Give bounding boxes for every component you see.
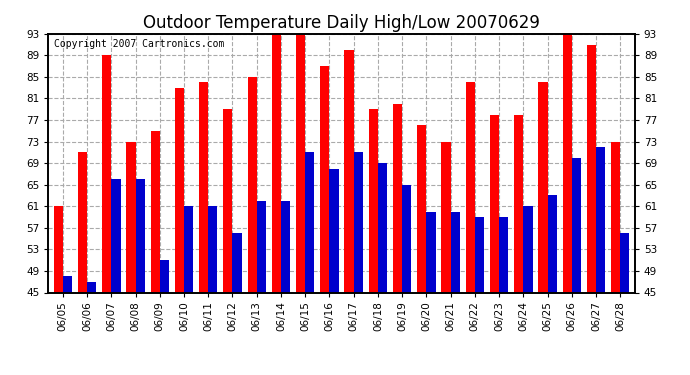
Bar [611, 142, 620, 292]
Bar [281, 201, 290, 292]
Bar [135, 179, 145, 292]
Bar [175, 88, 184, 292]
Bar [78, 152, 87, 292]
Bar [354, 152, 363, 292]
Bar [596, 147, 605, 292]
Bar [466, 82, 475, 292]
Bar [272, 34, 281, 292]
Bar [305, 152, 315, 292]
Bar [126, 142, 135, 292]
Bar [562, 34, 572, 292]
Bar [402, 185, 411, 292]
Bar [368, 109, 378, 292]
Bar [208, 206, 217, 292]
Bar [620, 233, 629, 292]
Bar [320, 66, 329, 292]
Bar [257, 201, 266, 292]
Bar [378, 163, 387, 292]
Bar [475, 217, 484, 292]
Bar [426, 211, 435, 292]
Bar [451, 211, 460, 292]
Bar [199, 82, 208, 292]
Bar [150, 131, 160, 292]
Bar [87, 282, 97, 292]
Bar [233, 233, 241, 292]
Bar [63, 276, 72, 292]
Bar [296, 34, 305, 292]
Bar [417, 125, 426, 292]
Bar [344, 50, 354, 292]
Bar [248, 77, 257, 292]
Bar [111, 179, 121, 292]
Bar [224, 109, 233, 292]
Bar [393, 104, 402, 292]
Bar [548, 195, 557, 292]
Bar [442, 142, 451, 292]
Text: Copyright 2007 Cartronics.com: Copyright 2007 Cartronics.com [55, 39, 224, 49]
Bar [184, 206, 193, 292]
Bar [499, 217, 509, 292]
Bar [160, 260, 169, 292]
Bar [490, 115, 499, 292]
Bar [523, 206, 533, 292]
Bar [538, 82, 548, 292]
Bar [572, 158, 581, 292]
Bar [586, 45, 596, 292]
Bar [54, 206, 63, 292]
Title: Outdoor Temperature Daily High/Low 20070629: Outdoor Temperature Daily High/Low 20070… [143, 14, 540, 32]
Bar [514, 115, 523, 292]
Bar [329, 168, 339, 292]
Bar [102, 56, 111, 292]
